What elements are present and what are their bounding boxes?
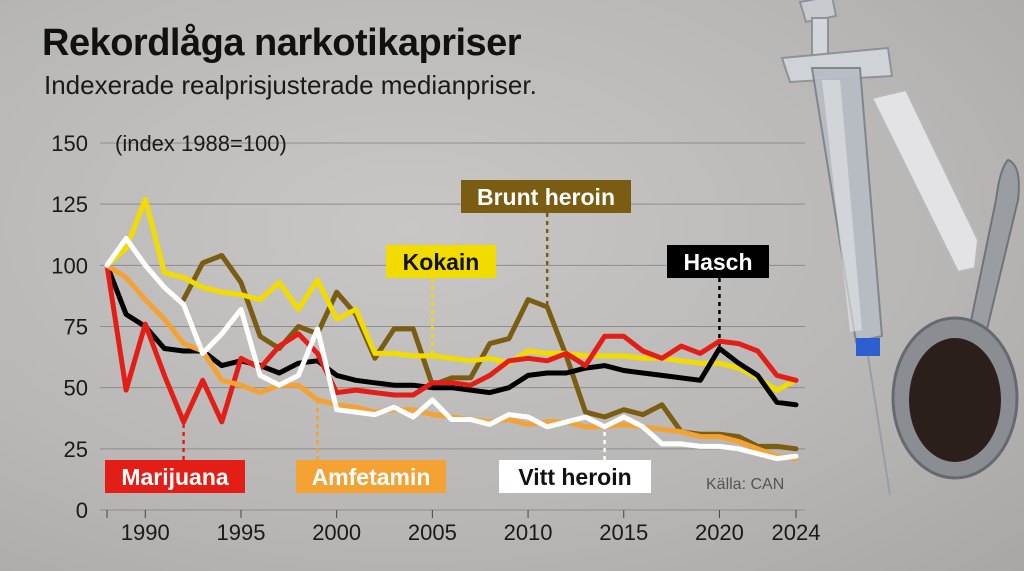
x-tick-labels: 1990 1995 2000 2005 2010 2015 2020 2024 (121, 510, 821, 545)
spoon-icon (891, 158, 1020, 480)
series-line-kokain (104, 196, 799, 393)
y-tick-label: 0 (76, 498, 88, 523)
y-tick-label: 75 (64, 315, 88, 340)
series-label-bg (461, 180, 631, 213)
x-tick-label: 1990 (121, 520, 170, 545)
x-tick-label: 2000 (312, 520, 361, 545)
series-label-vitt-heroin: Vitt heroin (499, 460, 651, 493)
series-label-text: Marijuana (121, 464, 229, 490)
series-lines (104, 196, 799, 462)
series-label-amfetamin: Amfetamin (296, 460, 446, 493)
series-label-text: Amfetamin (312, 464, 431, 490)
series-label-brunt-heroin: Brunt heroin (461, 180, 631, 213)
x-tick-label: 2020 (695, 520, 744, 545)
series-label-text: Vitt heroin (518, 464, 631, 490)
y-tick-label: 25 (64, 437, 88, 462)
series-label-bg (296, 460, 446, 493)
x-tick-label: 2005 (408, 520, 457, 545)
series-label-marijuana: Marijuana (105, 460, 245, 493)
grid-lines (100, 142, 805, 518)
y-tick-label: 50 (64, 376, 88, 401)
series-label-bg (105, 460, 245, 493)
series-label-bg (499, 460, 651, 493)
series-line-marijuana (104, 262, 799, 425)
powder-icon (870, 88, 980, 274)
label-pointers (182, 213, 721, 460)
series-label-kokain: Kokain (386, 245, 496, 278)
source-note: Källa: CAN (706, 476, 785, 493)
x-tick-label: 1995 (216, 520, 265, 545)
series-label-bg (386, 245, 496, 278)
x-tick-label: 2024 (772, 520, 821, 545)
series-label-text: Brunt heroin (477, 184, 615, 210)
series-line-hasch (104, 262, 799, 408)
y-axis-label: (index 1988=100) (115, 131, 287, 156)
series-label-text: Kokain (403, 249, 480, 275)
y-tick-labels: 0 25 50 75 100 125 150 (51, 131, 88, 523)
x-tick-label: 2010 (504, 520, 553, 545)
series-line-vitt-heroin (104, 235, 799, 462)
y-tick-label: 100 (51, 253, 88, 278)
series-label-text: Hasch (683, 249, 752, 275)
chart-title: Rekordlåga narkotikapriser (42, 22, 522, 64)
series-labels: Brunt heroin Kokain Hasch Marijuana Amfetami… (105, 180, 769, 493)
series-label-hasch: Hasch (667, 245, 769, 278)
x-tick-label: 2015 (599, 520, 648, 545)
y-tick-label: 125 (51, 192, 88, 217)
y-tick-label: 150 (51, 131, 88, 156)
chart-subtitle: Indexerade realprisjusterade medianprise… (44, 70, 537, 100)
syringe-icon (780, 0, 894, 496)
series-label-bg (667, 245, 769, 278)
